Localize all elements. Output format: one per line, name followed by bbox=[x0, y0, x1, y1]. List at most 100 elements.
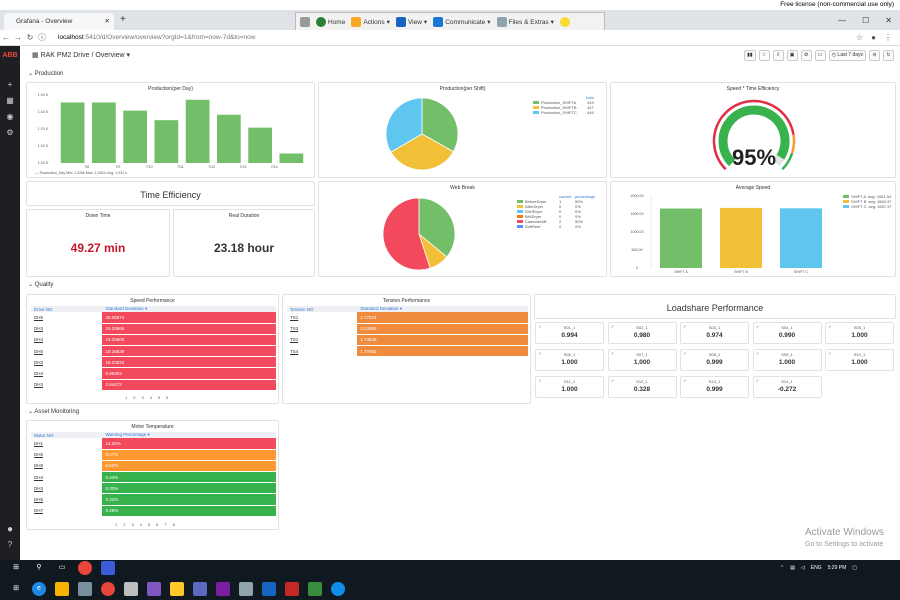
info-icon[interactable]: ⓘ bbox=[38, 33, 46, 42]
table-row[interactable]: TS4 1.77563 bbox=[287, 345, 528, 358]
table-row[interactable]: DH5 0.32% bbox=[31, 493, 276, 506]
url-field[interactable]: localhost:5410/d/Overview/overview?orgId… bbox=[58, 34, 618, 41]
new-tab-button[interactable]: + bbox=[120, 14, 126, 25]
legend-item[interactable]: CalenderAB 2 50% bbox=[517, 219, 595, 224]
settings-icon[interactable]: ⚙ bbox=[800, 49, 812, 61]
row-name[interactable]: DH5 bbox=[31, 312, 103, 324]
table-row[interactable]: DH3 18.23534 bbox=[31, 356, 276, 369]
explorer-icon[interactable] bbox=[170, 582, 184, 596]
app-grid-icon[interactable] bbox=[193, 582, 207, 596]
panel-motor-temperature[interactable]: Motor Temperature Motor NO Warning Perce… bbox=[26, 420, 279, 530]
legend-item[interactable]: Production_SHIFTC 446 bbox=[533, 110, 594, 115]
panel-tension-performance[interactable]: Tension Performance Tension NO Standard … bbox=[282, 294, 531, 404]
network-icon[interactable]: ▤ bbox=[790, 565, 795, 571]
page-link[interactable]: 4 bbox=[139, 522, 142, 527]
page-link[interactable]: 5 bbox=[147, 522, 151, 527]
table-row[interactable]: DH4 0.44% bbox=[31, 471, 276, 484]
user-avatar-icon[interactable]: ● bbox=[6, 524, 14, 535]
emoji-button[interactable] bbox=[559, 17, 570, 27]
loadshare-stat[interactable]: ⇗ S06_1 1.000 bbox=[535, 349, 604, 371]
row-name[interactable]: DH4 bbox=[31, 367, 103, 380]
refresh-icon[interactable]: ↻ bbox=[883, 49, 894, 61]
help-icon[interactable]: ? bbox=[7, 540, 13, 549]
table-row[interactable]: DH5 20.06974 bbox=[31, 312, 276, 324]
notifications-icon[interactable]: ▢ bbox=[852, 565, 857, 571]
panel-web-break[interactable]: Web Break current percentage BeforeDryer 1… bbox=[318, 181, 607, 277]
app-green-icon[interactable] bbox=[308, 582, 322, 596]
maximize-icon[interactable]: ☐ bbox=[862, 16, 870, 25]
edge-icon[interactable]: e bbox=[32, 582, 46, 596]
row-name[interactable]: DH7 bbox=[31, 505, 103, 517]
panel-loadshare-title[interactable]: Loadshare Performance bbox=[534, 294, 896, 319]
app-blue-icon[interactable] bbox=[262, 582, 276, 596]
gear-icon[interactable]: ⚙ bbox=[6, 128, 14, 137]
page-link[interactable]: 7 bbox=[164, 522, 167, 527]
row-name[interactable]: DH5 bbox=[31, 493, 103, 506]
loadshare-stat[interactable]: ⇗ S05_1 1.000 bbox=[825, 322, 894, 344]
legend-item[interactable]: AfterDryer 0 0% bbox=[517, 204, 595, 209]
plus-icon[interactable]: + bbox=[7, 80, 13, 89]
account-icon[interactable]: ● bbox=[871, 33, 876, 42]
loadshare-stat[interactable]: ⇗ S03_1 0.974 bbox=[680, 322, 749, 344]
table-row[interactable]: DH7 0.29% bbox=[31, 505, 276, 517]
tv-mode-icon[interactable]: ▭ bbox=[814, 49, 826, 61]
app-purple-icon[interactable] bbox=[147, 582, 161, 596]
table-row[interactable]: DH4 19.33600 bbox=[31, 334, 276, 347]
view-menu[interactable]: View ▾ bbox=[395, 17, 427, 27]
table-row[interactable]: DH8 0.52% bbox=[31, 460, 276, 473]
row-name[interactable]: DH6 bbox=[31, 449, 103, 461]
column-header-motor[interactable]: Motor NO bbox=[31, 432, 103, 438]
table-row[interactable]: DH5 19.36839 bbox=[31, 345, 276, 358]
forward-icon[interactable]: → bbox=[14, 33, 22, 42]
panel-speed-performance[interactable]: Speed Performance Drive NO Standard Devi… bbox=[26, 294, 279, 404]
loadshare-stat[interactable]: ⇗ S12_1 0.328 bbox=[607, 376, 677, 398]
loadshare-stat[interactable]: ⇗ S02_1 0.980 bbox=[607, 322, 677, 344]
row-asset-monitoring[interactable]: ⌄ Asset Monitoring bbox=[28, 409, 80, 415]
communicate-menu[interactable]: Communicate ▾ bbox=[433, 17, 491, 27]
column-header-tension[interactable]: Tension NO bbox=[287, 306, 358, 312]
row-name[interactable]: TS3 bbox=[287, 323, 358, 335]
page-link[interactable]: 5 bbox=[157, 395, 161, 400]
chevron-up-icon[interactable]: ⌃ bbox=[780, 565, 785, 571]
minimize-icon[interactable]: — bbox=[838, 16, 847, 25]
menu-icon[interactable]: ⋮ bbox=[884, 33, 892, 42]
table-row[interactable]: DH4 5.96353 bbox=[31, 367, 276, 380]
clock[interactable]: 5:29 PM bbox=[827, 565, 847, 571]
panel-down-time[interactable]: Down Time 49.27 min bbox=[26, 209, 170, 277]
chrome-app-icon[interactable] bbox=[101, 582, 115, 596]
loadshare-stat[interactable]: ⇗ S07_1 1.000 bbox=[607, 349, 677, 371]
row-name[interactable]: DH5 bbox=[31, 345, 103, 358]
row-name[interactable]: DH3 bbox=[31, 356, 103, 369]
column-header-std-dev[interactable]: Standard Deviation ▾ bbox=[102, 306, 276, 312]
disconnect-button[interactable] bbox=[300, 17, 310, 27]
legend-item[interactable]: Production_SHIFTB 447 bbox=[533, 105, 594, 110]
panel-average-speed[interactable]: Average Speed 2000.00 1500.00 1000.00 500.0… bbox=[610, 181, 896, 277]
page-link[interactable]: 6 bbox=[156, 522, 159, 527]
start-icon[interactable]: ⊞ bbox=[13, 585, 19, 592]
loadshare-stat[interactable]: ⇗ S08_1 0.999 bbox=[680, 349, 749, 371]
volume-icon[interactable]: ◁ bbox=[800, 565, 805, 571]
page-link[interactable]: 1 bbox=[115, 522, 118, 527]
page-link[interactable]: 8 bbox=[172, 522, 175, 527]
dashboards-icon[interactable]: ▦ bbox=[6, 96, 14, 105]
legend-item[interactable]: BeforeDryer 1 50% bbox=[517, 199, 595, 204]
table-row[interactable]: TS3 2.23555 bbox=[287, 323, 528, 335]
star-icon[interactable]: ☆ bbox=[855, 33, 864, 42]
loadshare-stat[interactable]: ⇗ S14_1 -0.272 bbox=[752, 376, 822, 398]
language-indicator[interactable]: ENG bbox=[810, 565, 822, 571]
back-icon[interactable]: ← bbox=[2, 33, 10, 42]
panel-production-per-shift[interactable]: Production(per Shift) total Production_S… bbox=[318, 82, 607, 178]
bell-icon[interactable]: ◉ bbox=[6, 112, 14, 121]
zoom-out-icon[interactable]: ⊖ bbox=[869, 49, 880, 61]
page-link[interactable]: 2 bbox=[123, 522, 126, 527]
reload-icon[interactable]: ↻ bbox=[26, 33, 34, 42]
chrome-icon[interactable] bbox=[78, 561, 92, 575]
task-view-icon[interactable]: ▭ bbox=[58, 564, 66, 571]
panel-time-efficiency[interactable]: Time Efficiency bbox=[26, 181, 315, 206]
page-link[interactable]: 3 bbox=[131, 522, 134, 527]
teamviewer-icon[interactable] bbox=[331, 582, 345, 596]
legend-item[interactable]: BHIDryer 0 0% bbox=[517, 214, 595, 219]
column-header-drive[interactable]: Drive NO bbox=[31, 306, 103, 312]
table-row[interactable]: DH6 0.37% bbox=[31, 449, 276, 461]
